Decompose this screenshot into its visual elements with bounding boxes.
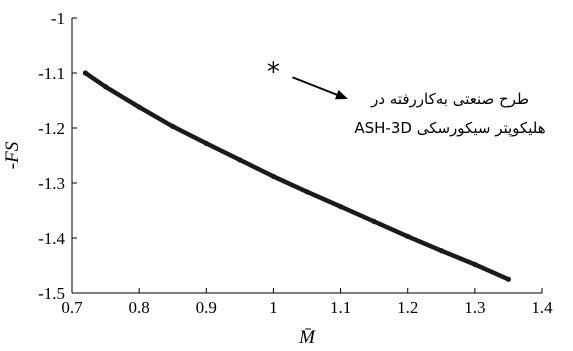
x-ticks: 0.7 0.8 0.9 1 1.1 1.2 1.3 1.4 — [61, 288, 553, 317]
data-point — [304, 189, 310, 195]
annotation-arrow — [292, 76, 341, 97]
y-ticks: -1 -1.1 -1.2 -1.3 -1.4 -1.5 — [38, 9, 77, 303]
y-axis-title: -FS — [2, 141, 23, 169]
data-point — [337, 204, 344, 210]
data-point — [237, 157, 243, 163]
y-tick-label: -1.2 — [38, 119, 65, 138]
x-tick-label: 1.2 — [397, 298, 418, 317]
data-point — [270, 173, 277, 179]
data-point — [472, 261, 478, 267]
x-tick-label: 0.7 — [61, 298, 83, 317]
data-point — [405, 233, 411, 239]
annotation-label-line-2: هلیکوپتر سیکورسکی ASH-3D — [354, 119, 545, 138]
data-point — [203, 140, 209, 146]
x-tick-label: 1.3 — [464, 298, 485, 317]
series — [82, 70, 512, 282]
data-point — [438, 248, 444, 254]
data-point — [136, 104, 142, 110]
x-axis-title: M̄ — [298, 327, 316, 348]
data-point — [82, 70, 89, 76]
data-point — [505, 276, 512, 282]
y-tick-label: -1.3 — [38, 174, 65, 193]
y-tick-label: -1.1 — [38, 64, 65, 83]
annotation: * طرح صنعتی به‌کاررفته در هلیکوپتر سیکور… — [267, 57, 546, 138]
data-point — [371, 218, 377, 225]
annotation-arrow-head — [335, 90, 348, 100]
x-tick-label: 1 — [269, 298, 278, 317]
data-series-line — [83, 70, 511, 282]
axes — [71, 18, 542, 294]
annotation-label-line-1: طرح صنعتی به‌کاررفته در — [370, 90, 529, 108]
y-tick-label: -1.5 — [38, 284, 65, 303]
y-tick-label: -1.4 — [38, 229, 65, 248]
x-tick-label: 1.1 — [330, 298, 351, 317]
data-point — [102, 84, 109, 90]
x-tick-label: 1.4 — [531, 298, 553, 317]
star-marker: * — [267, 57, 280, 87]
x-tick-label: 0.9 — [196, 298, 217, 317]
data-point — [170, 123, 176, 129]
x-tick-label: 0.8 — [129, 298, 150, 317]
y-tick-label: -1 — [51, 9, 65, 28]
